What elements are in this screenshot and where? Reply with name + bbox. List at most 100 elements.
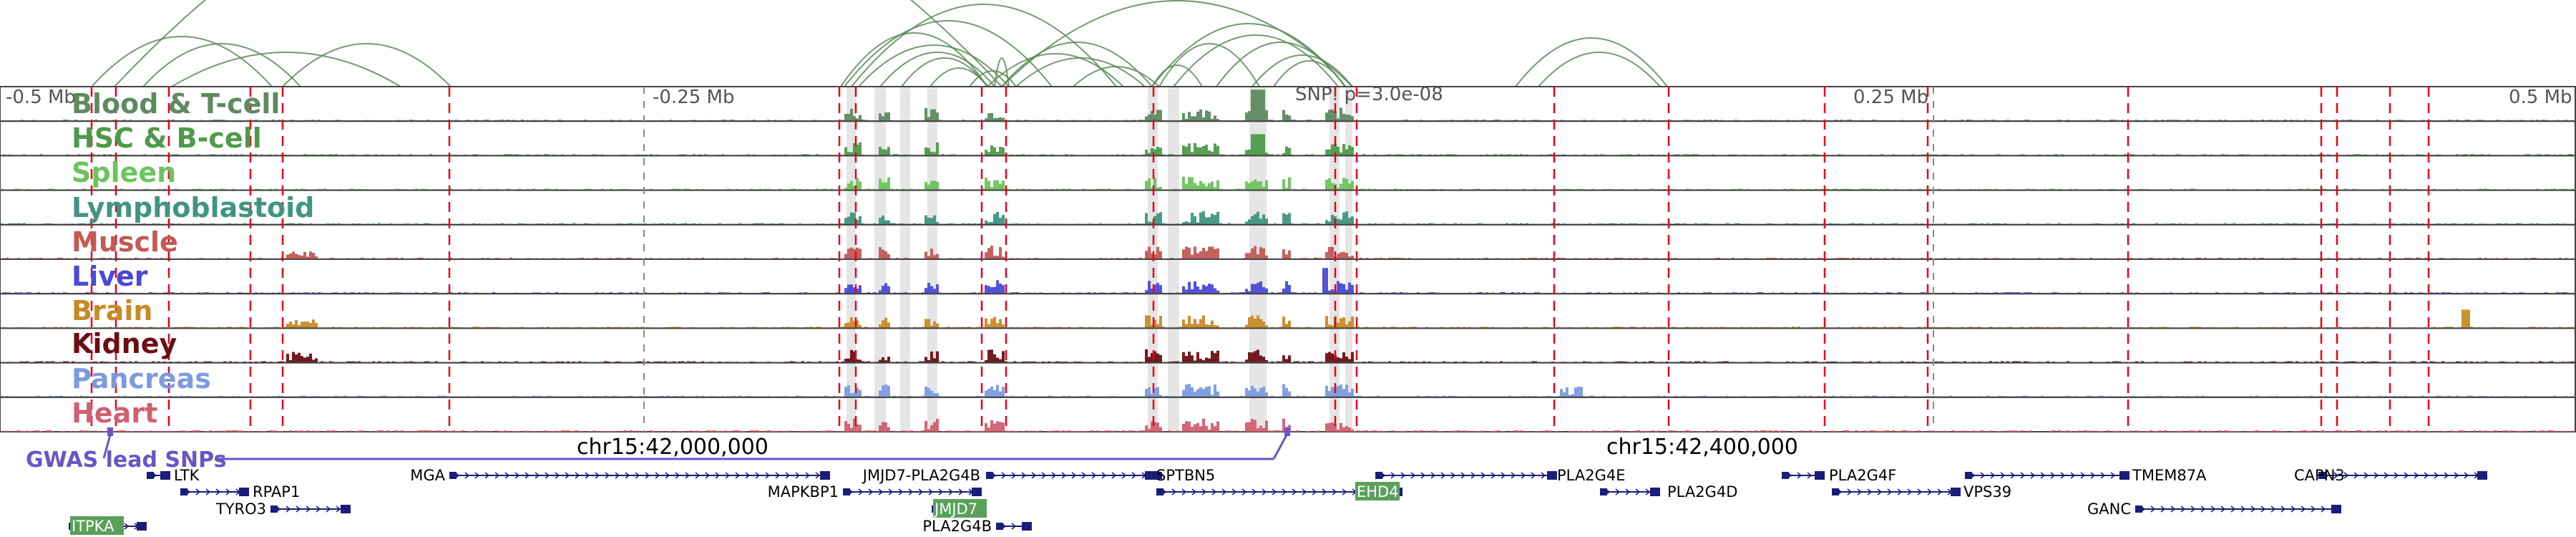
axis-label-mid-right: 0.25 Mb bbox=[1853, 87, 1928, 108]
strand-arrow bbox=[2180, 505, 2186, 513]
gene-label: LTK bbox=[174, 467, 200, 484]
signal-area bbox=[0, 309, 2576, 329]
interaction-arc bbox=[1252, 54, 1353, 87]
strand-arrow bbox=[1400, 472, 1406, 479]
track-frame bbox=[0, 293, 2576, 329]
strand-arrow bbox=[1262, 488, 1267, 495]
strand-arrow bbox=[2454, 472, 2459, 479]
strand-arrow bbox=[535, 472, 540, 479]
strand-arrow bbox=[2464, 472, 2469, 479]
strand-arrow bbox=[2250, 505, 2256, 513]
gene-exon bbox=[1832, 488, 1839, 495]
gene-exon bbox=[1022, 522, 1032, 531]
strand-arrow bbox=[1897, 488, 1903, 495]
strand-arrow bbox=[2363, 472, 2369, 479]
gene-label: MAPKBP1 bbox=[768, 483, 839, 500]
strand-arrow bbox=[2321, 505, 2326, 513]
strand-arrow bbox=[2414, 472, 2419, 479]
strand-arrow bbox=[464, 472, 470, 479]
strand-arrow bbox=[615, 472, 620, 479]
strand-arrow bbox=[2060, 472, 2066, 479]
strand-arrow bbox=[2050, 472, 2056, 479]
strand-arrow bbox=[705, 472, 711, 479]
strand-arrow bbox=[1501, 472, 1506, 479]
axis-labels: -0.5 Mb -0.25 Mb 0.25 Mb 0.5 Mb SNP: p=3… bbox=[6, 84, 2572, 108]
strand-arrow bbox=[735, 472, 741, 479]
gwas-lead-snps-label: GWAS lead SNPs bbox=[26, 448, 226, 473]
strand-arrow bbox=[2110, 472, 2116, 479]
strand-arrow bbox=[695, 472, 701, 479]
strand-arrow bbox=[2080, 472, 2086, 479]
gene-exon bbox=[449, 472, 457, 479]
strand-arrow bbox=[1917, 488, 1923, 495]
gene-exon bbox=[2135, 505, 2142, 513]
interaction-arc bbox=[142, 43, 301, 87]
strand-arrow bbox=[195, 488, 201, 495]
gene-exon bbox=[2477, 471, 2487, 480]
gene-label: EHD4 bbox=[1357, 483, 1399, 500]
strand-arrow bbox=[296, 505, 301, 513]
interaction-arc bbox=[994, 57, 1010, 87]
strand-arrow bbox=[474, 472, 480, 479]
gene-label: PLA2G4E bbox=[1557, 467, 1625, 484]
strand-arrow bbox=[605, 472, 610, 479]
strand-arrow bbox=[1877, 488, 1883, 495]
gene-exon bbox=[239, 488, 249, 496]
gene-exon bbox=[1965, 472, 1972, 479]
strand-arrow bbox=[888, 488, 894, 495]
strand-arrow bbox=[755, 472, 761, 479]
gene-label: PLA2G4F bbox=[1829, 467, 1896, 484]
strand-arrow bbox=[805, 472, 811, 479]
track-frame bbox=[0, 155, 2576, 191]
strand-arrow bbox=[326, 505, 331, 513]
interaction-arc bbox=[987, 53, 1124, 87]
strand-arrow bbox=[655, 472, 660, 479]
track-label-muscle: Muscle bbox=[72, 226, 178, 258]
strand-arrow bbox=[2210, 505, 2216, 513]
interaction-arc bbox=[1001, 0, 1353, 87]
strand-arrow bbox=[1980, 472, 1986, 479]
track-label-hsc-b-cell: HSC & B-cell bbox=[72, 122, 262, 154]
strand-arrow bbox=[878, 488, 884, 495]
strand-arrow bbox=[2270, 505, 2276, 513]
strand-arrow bbox=[1635, 488, 1641, 495]
strand-arrow bbox=[2020, 472, 2026, 479]
interaction-arc bbox=[1015, 57, 1146, 87]
strand-arrow bbox=[565, 472, 570, 479]
track-frame bbox=[0, 327, 2576, 364]
interaction-arc bbox=[1158, 43, 1260, 87]
strand-arrow bbox=[2170, 505, 2176, 513]
strand-arrow bbox=[1171, 488, 1177, 495]
strand-arrow bbox=[938, 488, 944, 495]
strand-arrow bbox=[1081, 472, 1087, 479]
strand-arrow bbox=[2301, 505, 2306, 513]
gene-exon bbox=[1650, 488, 1660, 496]
interaction-arc bbox=[969, 70, 1017, 87]
strand-arrow bbox=[2230, 505, 2236, 513]
strand-arrow bbox=[225, 488, 231, 495]
strand-arrow bbox=[575, 472, 580, 479]
gene-label: VPS39 bbox=[1963, 483, 2011, 500]
strand-arrow bbox=[2444, 472, 2449, 479]
track-label-lymphoblastoid: Lymphoblastoid bbox=[72, 192, 314, 223]
strand-arrow bbox=[1051, 472, 1057, 479]
strand-arrow bbox=[1091, 472, 1097, 479]
strand-arrow bbox=[2353, 472, 2359, 479]
strand-arrow bbox=[1440, 472, 1446, 479]
strand-arrow bbox=[1937, 488, 1943, 495]
track-labels: Blood & T-cell HSC & B-cell Spleen Lymph… bbox=[72, 88, 314, 429]
strand-arrow bbox=[1511, 472, 1516, 479]
strand-arrow bbox=[2030, 472, 2036, 479]
gene-label: CAPN3 bbox=[2294, 467, 2345, 484]
interaction-arc bbox=[282, 43, 452, 87]
strand-arrow bbox=[1625, 488, 1631, 495]
strand-arrow bbox=[745, 472, 751, 479]
strand-arrow bbox=[1101, 472, 1107, 479]
strand-arrow bbox=[1615, 488, 1621, 495]
strand-arrow bbox=[1867, 488, 1873, 495]
strand-arrow bbox=[2240, 505, 2246, 513]
interaction-arc bbox=[1151, 64, 1203, 87]
strand-arrow bbox=[1390, 472, 1396, 479]
strand-arrow bbox=[1470, 472, 1476, 479]
gene-exon bbox=[160, 471, 170, 480]
